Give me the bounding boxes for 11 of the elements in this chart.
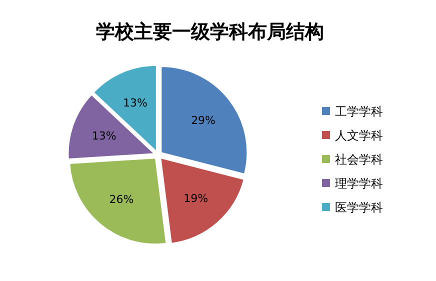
data-label: 19%	[184, 192, 208, 205]
legend-label: 理学学科	[335, 176, 383, 190]
data-label: 13%	[123, 96, 148, 110]
data-label: 26%	[109, 193, 134, 206]
legend-label: 社会学科	[335, 152, 383, 166]
legend-label: 工学学科	[335, 104, 383, 118]
legend-label: 医学学科	[335, 200, 383, 214]
legend-label: 人文学科	[335, 128, 383, 142]
chart-title: 学校主要一级学科布局结构	[96, 21, 324, 43]
data-label: 13%	[92, 130, 116, 143]
data-label: 29%	[191, 114, 216, 127]
